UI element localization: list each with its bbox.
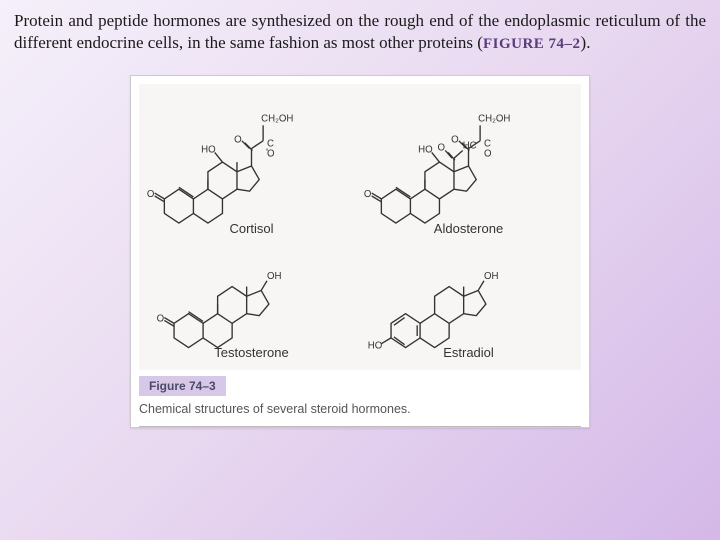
paragraph-text-1: Protein and peptide hormones are synthes… bbox=[14, 11, 706, 52]
svg-text:O: O bbox=[234, 134, 242, 145]
figure-footer: Figure 74–3 Chemical structures of sever… bbox=[139, 376, 581, 427]
molecule-label: Testosterone bbox=[214, 345, 288, 360]
molecule-estradiol: HO OH Estradiol bbox=[362, 244, 575, 364]
svg-text:O: O bbox=[157, 313, 165, 324]
svg-text:O: O bbox=[147, 189, 155, 200]
svg-text:HO: HO bbox=[201, 144, 216, 155]
molecule-label: Aldosterone bbox=[434, 221, 503, 236]
svg-text:O: O bbox=[484, 148, 492, 159]
figure-container: O HO O CH₂OH C O Cortisol bbox=[130, 75, 590, 428]
svg-text:HO: HO bbox=[368, 340, 383, 351]
body-paragraph: Protein and peptide hormones are synthes… bbox=[14, 10, 706, 55]
svg-text:HC: HC bbox=[463, 140, 477, 151]
svg-text:O: O bbox=[364, 189, 372, 200]
molecule-aldosterone: O HO O HC O CH₂OH C O Aldosterone bbox=[362, 90, 575, 240]
svg-text:CH₂OH: CH₂OH bbox=[478, 113, 510, 124]
figure-reference-link[interactable]: FIGURE 74–2 bbox=[483, 36, 581, 52]
molecule-grid: O HO O CH₂OH C O Cortisol bbox=[139, 84, 581, 370]
molecule-label: Cortisol bbox=[229, 221, 273, 236]
molecule-testosterone: O OH Testosterone bbox=[145, 244, 358, 364]
svg-text:OH: OH bbox=[484, 270, 499, 281]
svg-text:O: O bbox=[267, 148, 275, 159]
svg-text:CH₂OH: CH₂OH bbox=[261, 113, 293, 124]
svg-text:O: O bbox=[451, 134, 459, 145]
paragraph-text-2: ). bbox=[581, 33, 591, 52]
svg-text:HO: HO bbox=[418, 144, 433, 155]
svg-text:O: O bbox=[438, 142, 446, 153]
molecule-cortisol: O HO O CH₂OH C O Cortisol bbox=[145, 90, 358, 240]
svg-text:OH: OH bbox=[267, 270, 282, 281]
aldosterone-structure-icon: O HO O HC O CH₂OH C O bbox=[362, 90, 575, 240]
figure-caption: Chemical structures of several steroid h… bbox=[139, 396, 581, 427]
cortisol-structure-icon: O HO O CH₂OH C O bbox=[145, 90, 358, 240]
figure-number-tag: Figure 74–3 bbox=[139, 376, 226, 396]
slide-page: Protein and peptide hormones are synthes… bbox=[0, 0, 720, 438]
molecule-label: Estradiol bbox=[443, 345, 494, 360]
